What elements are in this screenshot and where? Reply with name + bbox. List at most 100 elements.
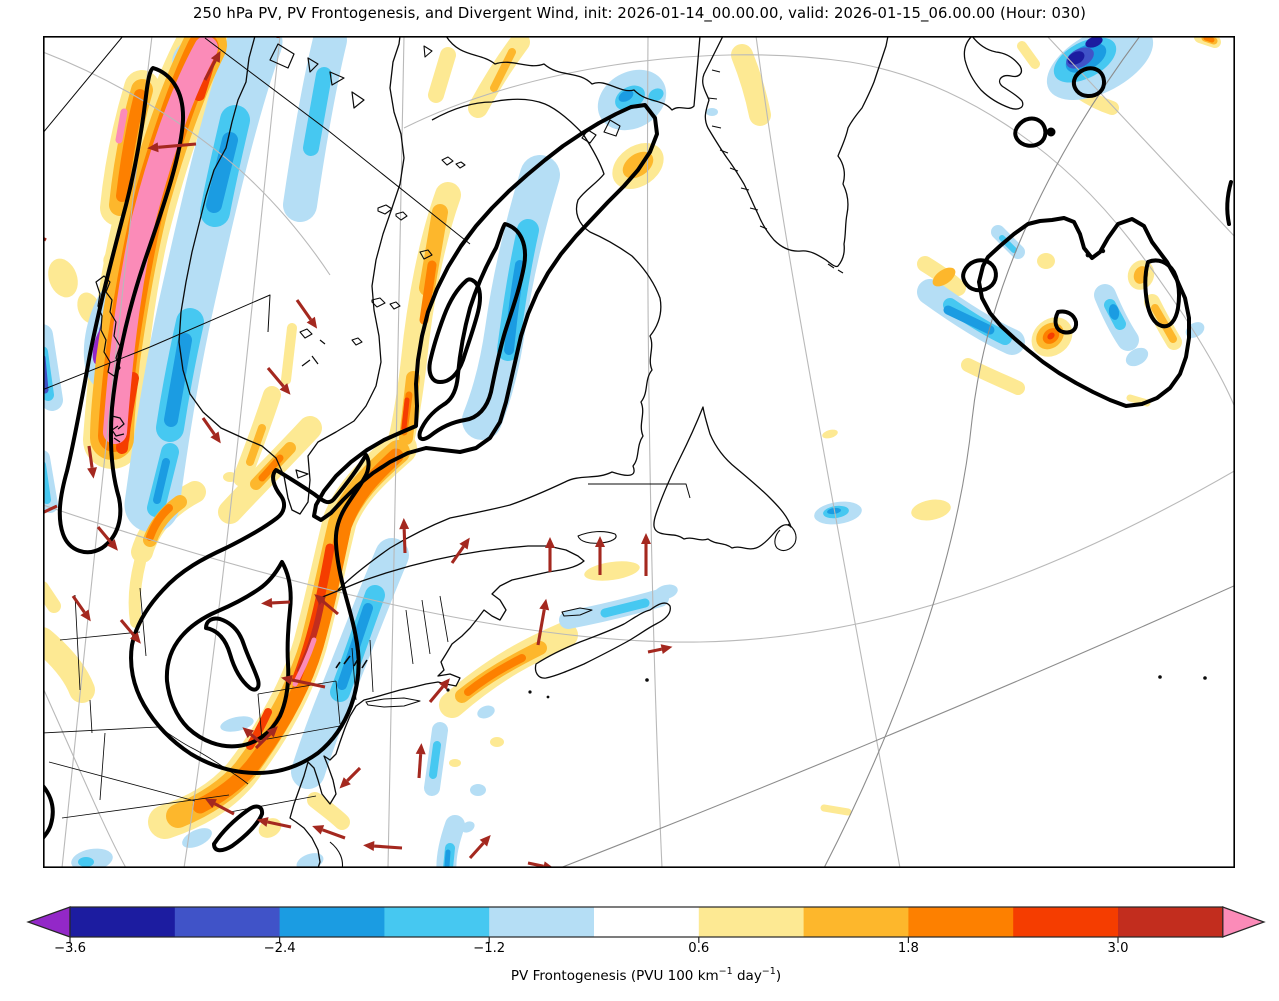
pv-ring-west-of-vortex xyxy=(961,258,998,293)
labrador-border xyxy=(588,483,691,499)
wind-arrow-head xyxy=(80,609,91,622)
wind-arrow-head xyxy=(210,431,221,444)
pv-vortex-atlantic-outer xyxy=(977,216,1191,408)
wind-arrow-shaft xyxy=(527,861,544,868)
wind-arrow-head xyxy=(29,510,41,519)
colorbar-segment xyxy=(1118,907,1224,937)
colorbar-tick-label: −1.2 xyxy=(473,941,506,956)
graticule xyxy=(43,36,1235,868)
wind-arrow-shaft xyxy=(249,733,261,744)
pv-ellipse-virginia-coast xyxy=(212,804,265,853)
wind-arrow-head xyxy=(595,536,605,547)
wind-arrow-head xyxy=(204,798,217,809)
coastlines xyxy=(43,36,1207,868)
wind-arrow-head xyxy=(107,539,118,551)
wind-arrow-head xyxy=(312,825,325,835)
colorbar-segment xyxy=(594,907,700,937)
colorbar-tick-label: −3.6 xyxy=(53,941,87,956)
wind-arrow-shaft xyxy=(402,528,407,554)
colorbar-tick-label: 0.6 xyxy=(688,941,710,956)
hudson-bay-islands xyxy=(269,43,365,479)
baffin-island-coast xyxy=(445,36,701,111)
terrain-hash-marks xyxy=(335,655,368,669)
wind-arrow-head xyxy=(641,533,651,544)
pv-trough-middle xyxy=(417,222,527,442)
colorbar-tick-label: 3.0 xyxy=(1107,941,1129,956)
pv-dot xyxy=(1046,127,1056,137)
wind-arrow-head xyxy=(256,817,269,827)
wind-arrow-shaft xyxy=(295,299,313,321)
wind-arrow-head xyxy=(439,678,450,690)
wind-arrow-shaft xyxy=(87,445,94,469)
map-border xyxy=(42,35,1236,869)
wind-arrow-head xyxy=(459,537,470,550)
wind-arrow-shaft xyxy=(254,732,272,750)
wind-arrow-shaft xyxy=(119,619,136,637)
wind-arrow-shaft xyxy=(428,685,445,703)
pv-trough-inner xyxy=(427,277,482,384)
pv-vortex-great-lakes-outer xyxy=(129,453,371,775)
wind-arrow-shaft xyxy=(96,526,113,544)
colorbar-segment xyxy=(908,907,1014,937)
pv-vortex-great-lakes-hook xyxy=(204,616,261,692)
long-island xyxy=(365,697,421,708)
pv-trough-outer xyxy=(312,103,659,522)
wind-arrow-shaft xyxy=(43,504,58,515)
quebec-labrador-coast xyxy=(337,98,662,591)
pv-fragment-left-edge xyxy=(43,784,55,840)
wind-arrow-head xyxy=(16,223,28,233)
wind-arrow-head xyxy=(279,383,291,395)
wind-arrow-shaft xyxy=(271,600,291,605)
wind-arrow-head xyxy=(280,675,293,685)
greenland-fjords xyxy=(707,69,844,274)
wind-arrow-shaft xyxy=(373,844,403,850)
chart-title: 250 hPa PV, PV Frontogenesis, and Diverg… xyxy=(193,5,1086,22)
wind-arrow-shaft xyxy=(536,609,546,646)
lake-winnipeg xyxy=(95,275,125,443)
wind-arrow-head xyxy=(479,834,491,847)
wind-arrow-shaft xyxy=(346,766,362,782)
hudson-bay-coast xyxy=(178,36,405,515)
wind-arrow-shaft xyxy=(71,595,86,614)
wind-arrow-head xyxy=(130,632,141,644)
wind-arrow-shaft xyxy=(267,820,292,829)
wind-arrow-shaft xyxy=(468,842,485,860)
wind-arrow-shaft xyxy=(266,367,285,388)
wind-arrow-head xyxy=(210,50,221,63)
prince-edward-island xyxy=(561,607,593,617)
avalon-peninsula xyxy=(774,523,797,552)
wind-arrow-shaft xyxy=(158,142,197,149)
wind-arrow-head xyxy=(399,518,410,530)
wind-arrow-head xyxy=(273,7,283,18)
pv-vortex-atlantic-inner-blob xyxy=(1053,309,1079,335)
wind-arrow-shaft xyxy=(213,802,235,816)
wind-arrow-shaft xyxy=(417,753,423,779)
wind-arrow-shaft xyxy=(43,236,47,242)
territorial-borders xyxy=(43,36,471,391)
wind-arrow-head xyxy=(363,841,375,852)
wind-arrow-head xyxy=(543,861,554,868)
wind-arrow-head xyxy=(87,467,98,479)
colorbar-segment xyxy=(698,907,805,937)
colorbar-segment xyxy=(489,907,595,937)
hudson-strait-islands xyxy=(423,45,621,144)
wind-arrow-shaft xyxy=(201,417,216,436)
colorbar-under-arrow xyxy=(26,906,71,938)
wind-arrow-head xyxy=(314,594,326,605)
nova-scotia xyxy=(534,602,671,679)
newfoundland xyxy=(653,406,792,550)
colorbar-segment xyxy=(279,907,385,937)
colorbar-segment xyxy=(384,907,490,937)
wind-arrow-shaft xyxy=(291,678,326,689)
wind-arrow-shaft xyxy=(203,59,217,81)
state-borders xyxy=(43,587,449,819)
wind-arrow-shaft xyxy=(321,599,339,616)
colorbar-tick-label: −2.4 xyxy=(263,941,296,956)
wind-arrow-head xyxy=(415,743,426,755)
wind-arrow-shaft xyxy=(450,545,465,564)
pv-fragment-right-edge xyxy=(1225,180,1233,226)
colorbar xyxy=(26,906,1266,943)
colorbar-frame xyxy=(69,906,1224,938)
colorbar-over-arrow xyxy=(1222,906,1266,938)
pv-vortex-great-lakes-middle xyxy=(164,560,293,749)
